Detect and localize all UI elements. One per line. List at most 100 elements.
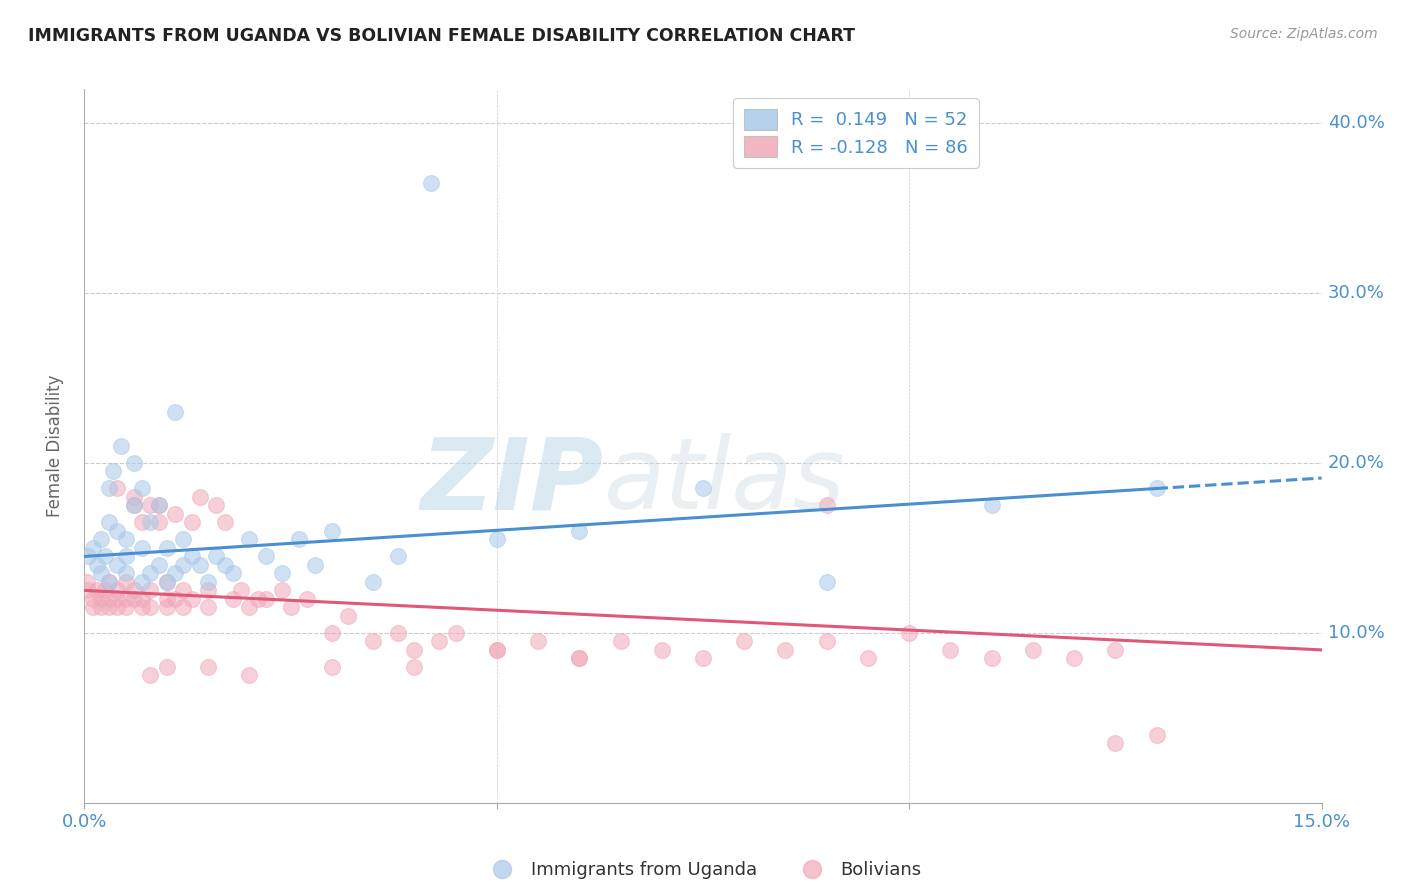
- Point: [90, 591, 112, 606]
- Point: [148, 516, 170, 530]
- Point: [295, 591, 318, 606]
- Point: [156, 600, 179, 615]
- Point: [90, 566, 112, 581]
- Point: [156, 591, 179, 606]
- Point: [156, 574, 179, 589]
- Point: [131, 541, 153, 555]
- Point: [815, 499, 838, 513]
- Point: [214, 558, 236, 572]
- Point: [222, 591, 245, 606]
- Point: [419, 176, 441, 190]
- Point: [254, 591, 277, 606]
- Point: [427, 634, 450, 648]
- Point: [229, 583, 252, 598]
- Point: [280, 600, 302, 615]
- Point: [404, 643, 426, 657]
- Point: [980, 651, 1002, 665]
- Point: [122, 591, 145, 606]
- Point: [568, 651, 591, 665]
- Point: [197, 574, 219, 589]
- Text: Source: ZipAtlas.com: Source: ZipAtlas.com: [1230, 27, 1378, 41]
- Point: [1146, 728, 1168, 742]
- Point: [485, 643, 508, 657]
- Text: 30.0%: 30.0%: [1327, 284, 1385, 302]
- Point: [733, 634, 755, 648]
- Point: [122, 499, 145, 513]
- Text: 40.0%: 40.0%: [1327, 114, 1385, 132]
- Text: IMMIGRANTS FROM UGANDA VS BOLIVIAN FEMALE DISABILITY CORRELATION CHART: IMMIGRANTS FROM UGANDA VS BOLIVIAN FEMAL…: [28, 27, 855, 45]
- Point: [76, 574, 98, 589]
- Point: [131, 600, 153, 615]
- Point: [139, 566, 162, 581]
- Point: [122, 499, 145, 513]
- Point: [568, 524, 591, 538]
- Point: [165, 591, 187, 606]
- Point: [165, 405, 187, 419]
- Point: [651, 643, 673, 657]
- Point: [172, 600, 194, 615]
- Point: [156, 660, 179, 674]
- Point: [387, 549, 409, 564]
- Point: [444, 626, 467, 640]
- Point: [156, 574, 179, 589]
- Point: [98, 591, 121, 606]
- Point: [188, 558, 211, 572]
- Point: [527, 634, 550, 648]
- Point: [122, 490, 145, 504]
- Point: [114, 600, 136, 615]
- Point: [361, 574, 384, 589]
- Point: [1104, 736, 1126, 750]
- Point: [197, 600, 219, 615]
- Point: [82, 591, 104, 606]
- Point: [939, 643, 962, 657]
- Point: [94, 583, 117, 598]
- Point: [188, 490, 211, 504]
- Point: [898, 626, 921, 640]
- Point: [114, 574, 136, 589]
- Point: [105, 482, 128, 496]
- Point: [114, 566, 136, 581]
- Point: [98, 574, 121, 589]
- Point: [103, 465, 125, 479]
- Point: [86, 583, 108, 598]
- Point: [1063, 651, 1085, 665]
- Point: [105, 558, 128, 572]
- Point: [172, 558, 194, 572]
- Point: [288, 533, 311, 547]
- Point: [165, 566, 187, 581]
- Point: [321, 524, 343, 538]
- Point: [148, 499, 170, 513]
- Y-axis label: Female Disability: Female Disability: [45, 375, 63, 517]
- Point: [139, 583, 162, 598]
- Point: [238, 668, 260, 682]
- Point: [94, 549, 117, 564]
- Text: atlas: atlas: [605, 434, 845, 530]
- Point: [114, 533, 136, 547]
- Point: [197, 660, 219, 674]
- Point: [815, 634, 838, 648]
- Point: [321, 626, 343, 640]
- Point: [156, 541, 179, 555]
- Point: [692, 651, 714, 665]
- Point: [238, 533, 260, 547]
- Text: 20.0%: 20.0%: [1327, 454, 1385, 472]
- Point: [86, 558, 108, 572]
- Point: [205, 549, 228, 564]
- Point: [98, 600, 121, 615]
- Point: [139, 600, 162, 615]
- Point: [139, 668, 162, 682]
- Point: [172, 533, 194, 547]
- Point: [1022, 643, 1045, 657]
- Point: [82, 600, 104, 615]
- Point: [122, 456, 145, 470]
- Point: [131, 591, 153, 606]
- Point: [568, 651, 591, 665]
- Point: [246, 591, 269, 606]
- Point: [105, 600, 128, 615]
- Point: [180, 591, 202, 606]
- Point: [1104, 643, 1126, 657]
- Point: [90, 600, 112, 615]
- Point: [815, 574, 838, 589]
- Point: [404, 660, 426, 674]
- Point: [90, 533, 112, 547]
